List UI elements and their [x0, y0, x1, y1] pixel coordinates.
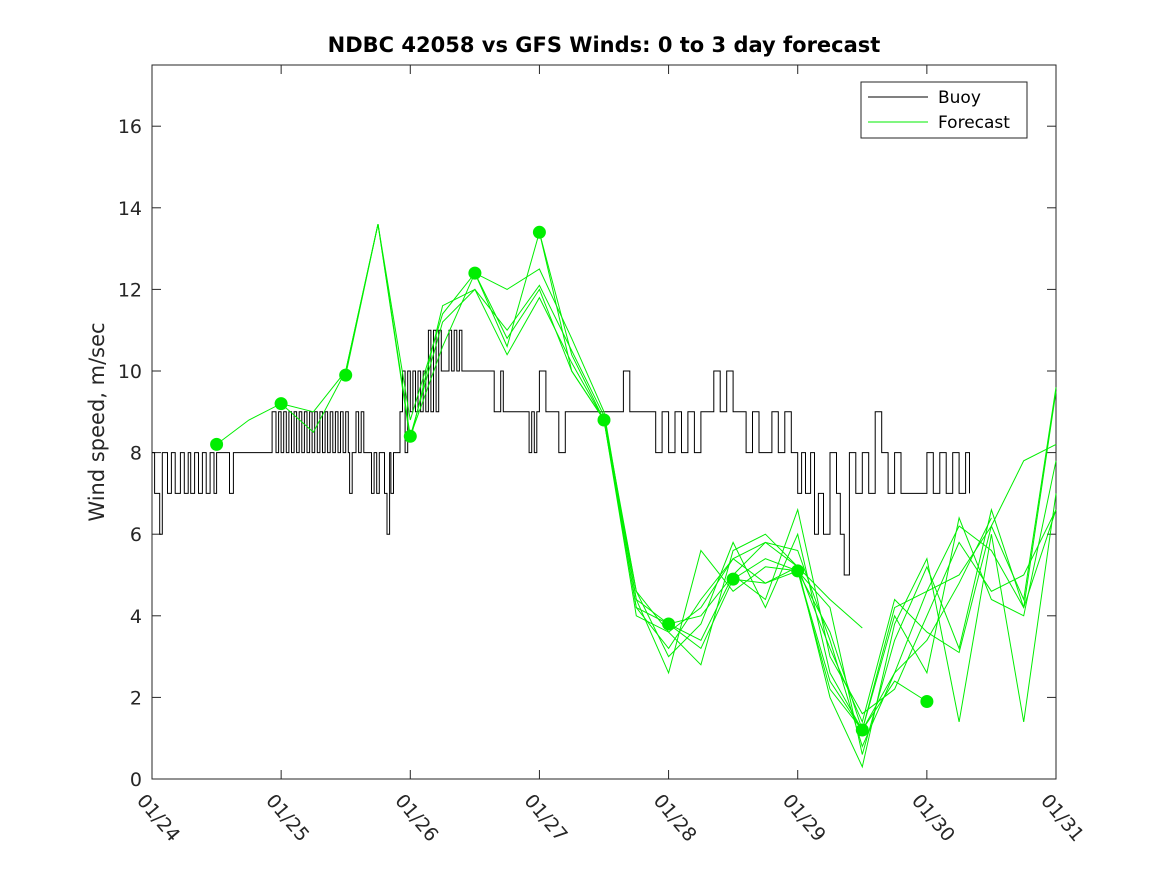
- legend-forecast-label: Forecast: [938, 113, 1010, 133]
- legend-buoy-label: Buoy: [938, 88, 981, 108]
- y-tick-label: 6: [130, 524, 142, 546]
- x-tick-label: 01/31: [1036, 790, 1088, 846]
- y-tick-label: 12: [118, 279, 142, 301]
- forecast-marker: [274, 397, 288, 411]
- y-axis-title: Wind speed, m/sec: [85, 322, 109, 521]
- forecast-marker: [403, 429, 417, 443]
- x-tick-labels: 01/24 01/25 01/26 01/27 01/28 01/29 01/30 01/31: [132, 790, 1088, 846]
- x-tick-label: 01/26: [390, 790, 442, 846]
- y-tick-label: 0: [130, 769, 142, 791]
- y-tick-label: 8: [130, 443, 142, 465]
- forecast-line-7: [603, 419, 1057, 715]
- forecast-line-10: [797, 509, 1057, 731]
- forecast-line-5: [474, 272, 1057, 732]
- forecast-line-9: [733, 387, 1057, 724]
- forecast-marker: [726, 572, 740, 586]
- forecast-marker: [532, 225, 546, 239]
- y-tick-label: 2: [130, 687, 142, 709]
- forecast-markers-layer: [210, 225, 934, 737]
- forecast-marker: [468, 266, 482, 280]
- y-tick-label: 14: [118, 198, 142, 220]
- forecast-marker: [597, 413, 611, 427]
- y-tick-label: 10: [118, 361, 142, 383]
- x-tick-label: 01/27: [520, 790, 572, 846]
- y-tick-labels: 0 2 4 6 8 10 12 14 16: [118, 116, 142, 791]
- x-tick-label: 01/30: [907, 790, 959, 846]
- legend-box: [860, 81, 1028, 139]
- y-tick-label: 4: [130, 606, 142, 628]
- forecast-marker: [210, 437, 224, 451]
- x-tick-label: 01/24: [132, 790, 184, 846]
- forecast-marker: [920, 695, 934, 708]
- legend: Buoy Forecast: [860, 81, 1028, 139]
- forecast-line-4: [409, 232, 1057, 755]
- x-tick-label: 01/29: [778, 790, 830, 846]
- y-tick-label: 16: [118, 116, 142, 138]
- chart-title: NDBC 42058 vs GFS Winds: 0 to 3 day fore…: [328, 33, 881, 57]
- forecast-marker: [339, 368, 353, 382]
- x-tick-label: 01/28: [649, 790, 701, 846]
- x-tick-label: 01/25: [261, 790, 313, 846]
- forecast-marker: [855, 723, 869, 737]
- forecast-marker: [662, 617, 676, 631]
- forecast-line-1: [216, 223, 863, 629]
- forecast-marker: [791, 564, 805, 578]
